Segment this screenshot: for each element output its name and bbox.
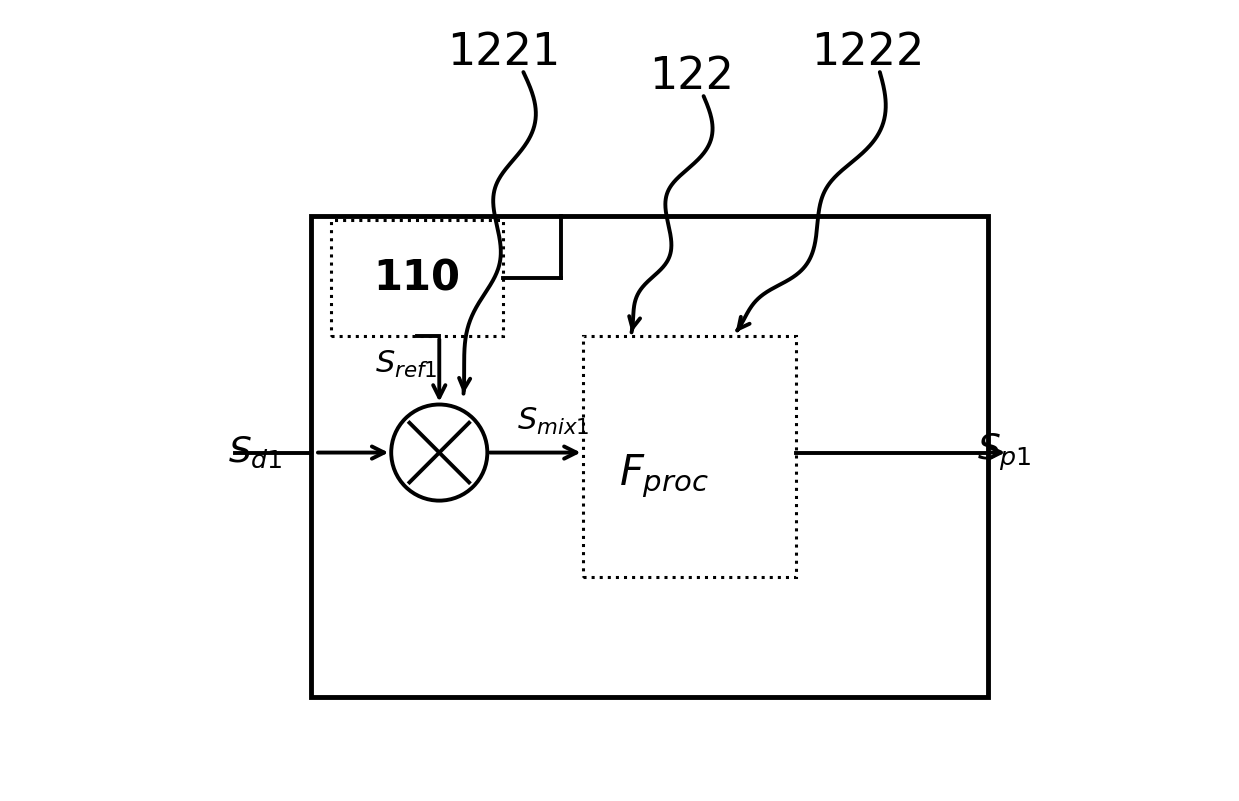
Text: 110: 110 [374,257,461,300]
Circle shape [392,405,487,501]
Bar [331,220,503,336]
Text: $S_{ref1}$: $S_{ref1}$ [375,349,437,380]
Text: 122: 122 [649,54,733,98]
Text: $S_{mix1}$: $S_{mix1}$ [517,405,590,437]
Bar [311,216,987,697]
Text: $F_{proc}$: $F_{proc}$ [620,452,709,500]
Text: 1221: 1221 [447,30,560,74]
Text: $S_{p1}$: $S_{p1}$ [976,432,1031,473]
Bar [584,336,795,577]
Text: $S_{d1}$: $S_{d1}$ [228,435,282,470]
Text: 1222: 1222 [812,30,924,74]
